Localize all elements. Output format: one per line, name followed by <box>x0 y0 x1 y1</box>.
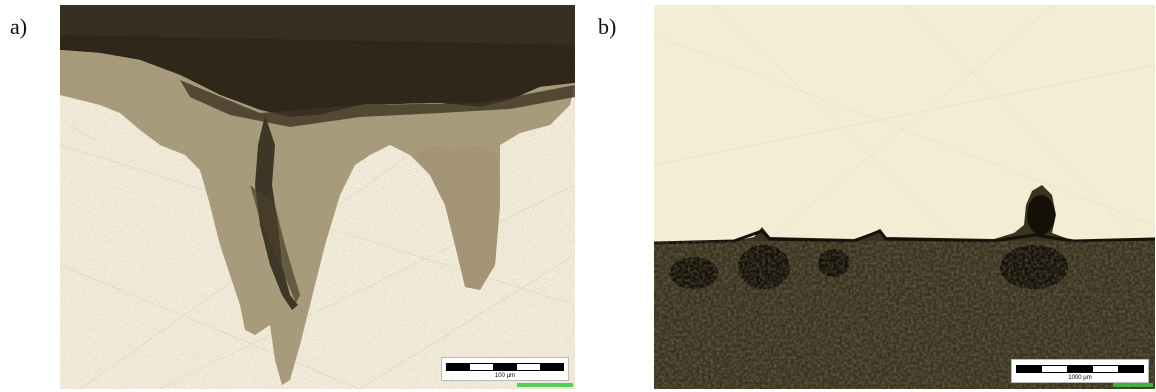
micrograph-a-image: 100 µm <box>60 5 575 389</box>
scalebar-b-label: 1000 µm <box>1068 375 1092 381</box>
scalebar-a-label: 100 µm <box>494 373 516 379</box>
scratch-lines <box>654 5 1155 236</box>
panel-label-b: b) <box>598 14 617 39</box>
pit <box>1027 195 1055 235</box>
scalebar-b: 1000 µm <box>1011 359 1149 383</box>
scalebar-a-segments <box>446 363 564 371</box>
timestamp-stamp-b <box>1113 383 1153 387</box>
interface-line <box>654 229 1155 245</box>
scalebar-b-segments <box>1016 365 1144 373</box>
micrograph-b-image: 1000 µm <box>654 5 1155 389</box>
panel-label-a: a) <box>10 14 28 39</box>
micrograph-a-svg <box>60 5 575 389</box>
micrograph-b-svg <box>654 5 1155 389</box>
timestamp-stamp-a <box>517 383 573 387</box>
scalebar-a: 100 µm <box>441 357 569 381</box>
